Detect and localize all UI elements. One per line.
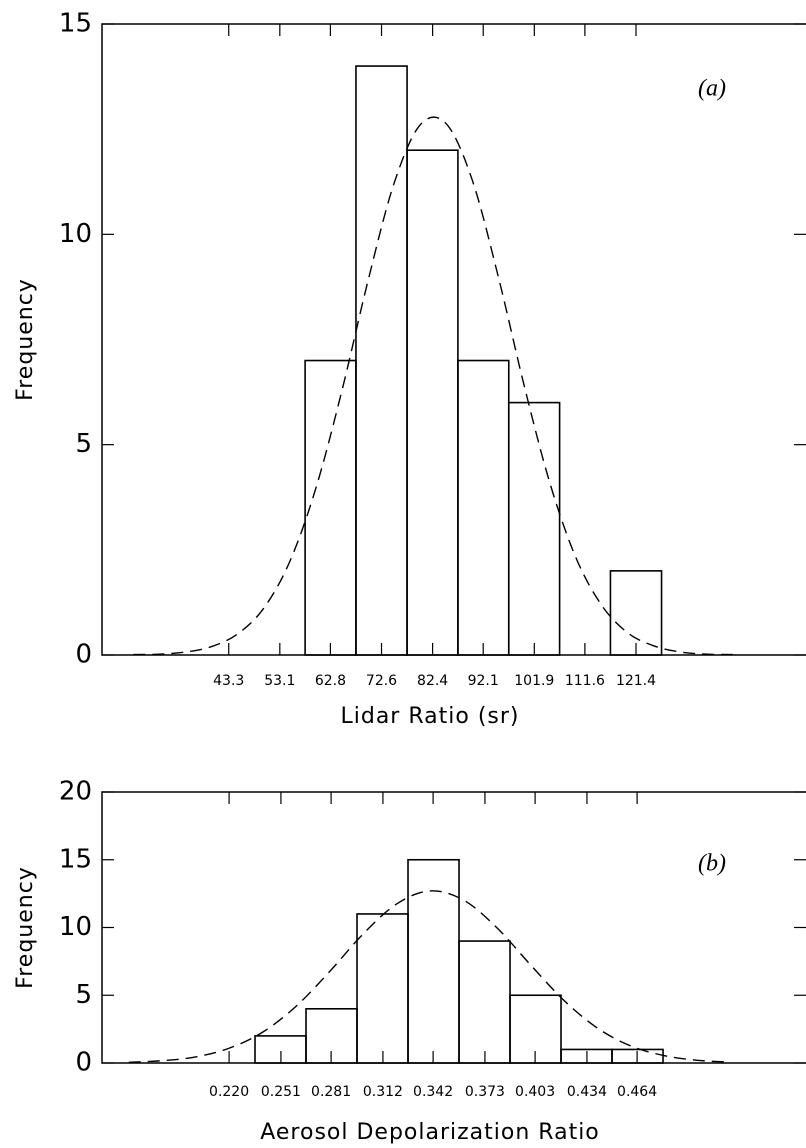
y-tick-label: 15 (59, 9, 92, 39)
x-tick-label: 121.4 (616, 673, 656, 689)
x-tick-label: 82.4 (417, 673, 448, 689)
plot-frame (101, 23, 806, 656)
x-axis-label: Lidar Ratio (sr) (340, 704, 519, 729)
panel-label: (a) (698, 76, 726, 102)
x-tick-label: 0.342 (413, 1084, 453, 1100)
bar (611, 1048, 664, 1064)
x-tick-label: 72.6 (366, 673, 397, 689)
bar (609, 570, 663, 656)
y-tick-label: 0 (75, 640, 92, 670)
y-tick-label: 0 (75, 1048, 92, 1078)
x-tick-label: 0.434 (567, 1084, 607, 1100)
x-axis-label: Aerosol Depolarization Ratio (260, 1120, 600, 1145)
y-tick-label: 10 (59, 219, 92, 249)
bar (356, 913, 409, 1064)
plot-frame (101, 791, 806, 1064)
x-tick-label: 92.1 (468, 673, 499, 689)
y-tick-label: 5 (75, 429, 92, 459)
x-tick-label: 0.251 (261, 1084, 301, 1100)
bar (355, 65, 408, 656)
fit-curve (128, 890, 731, 1064)
bar (304, 359, 357, 656)
x-tick-label: 53.1 (264, 673, 295, 689)
bar (457, 359, 510, 656)
x-tick-label: 0.464 (617, 1084, 657, 1100)
x-tick-label: 0.312 (363, 1084, 403, 1100)
bar (406, 149, 459, 656)
x-tick-label: 62.8 (315, 673, 346, 689)
x-tick-label: 43.3 (213, 673, 244, 689)
bar (458, 940, 511, 1064)
y-tick-label: 15 (59, 844, 92, 874)
x-tick-label: 0.403 (515, 1084, 555, 1100)
y-axis-label: Frequency (13, 278, 38, 401)
fit-curve (133, 116, 734, 656)
bar (509, 994, 562, 1064)
x-tick-label: 0.373 (465, 1084, 505, 1100)
panel-label: (b) (698, 851, 726, 877)
bar (507, 401, 561, 656)
x-tick-label: 101.9 (514, 673, 554, 689)
x-tick-label: 0.281 (311, 1084, 351, 1100)
x-tick-label: 111.6 (565, 673, 605, 689)
y-tick-label: 5 (75, 980, 92, 1010)
y-axis-label: Frequency (13, 866, 38, 989)
x-tick-label: 0.220 (209, 1084, 249, 1100)
y-tick-label: 10 (59, 912, 92, 942)
y-tick-label: 20 (59, 777, 92, 807)
